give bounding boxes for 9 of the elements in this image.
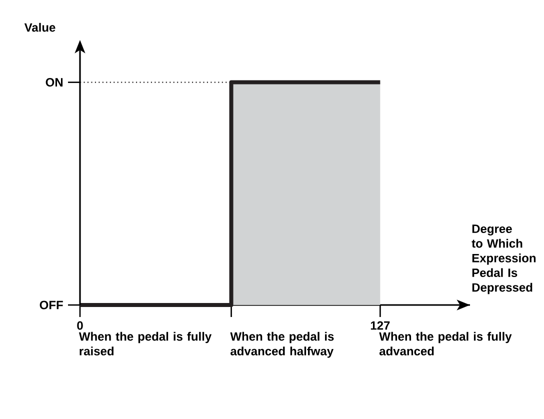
x-axis-title: Degree to Which Expression Pedal Is Depressed — [472, 224, 536, 294]
x-tick-label: 127 — [370, 321, 390, 330]
text: When the pedal is fully raised — [78, 332, 212, 356]
x-tick-label: 0 — [77, 321, 83, 330]
text: ON — [46, 78, 63, 87]
y-axis-title: Value — [24, 22, 56, 32]
text: When the pedal is fully advanced — [379, 332, 512, 356]
text: OFF — [40, 300, 63, 310]
text: When the pedal is advanced halfway — [230, 332, 334, 358]
